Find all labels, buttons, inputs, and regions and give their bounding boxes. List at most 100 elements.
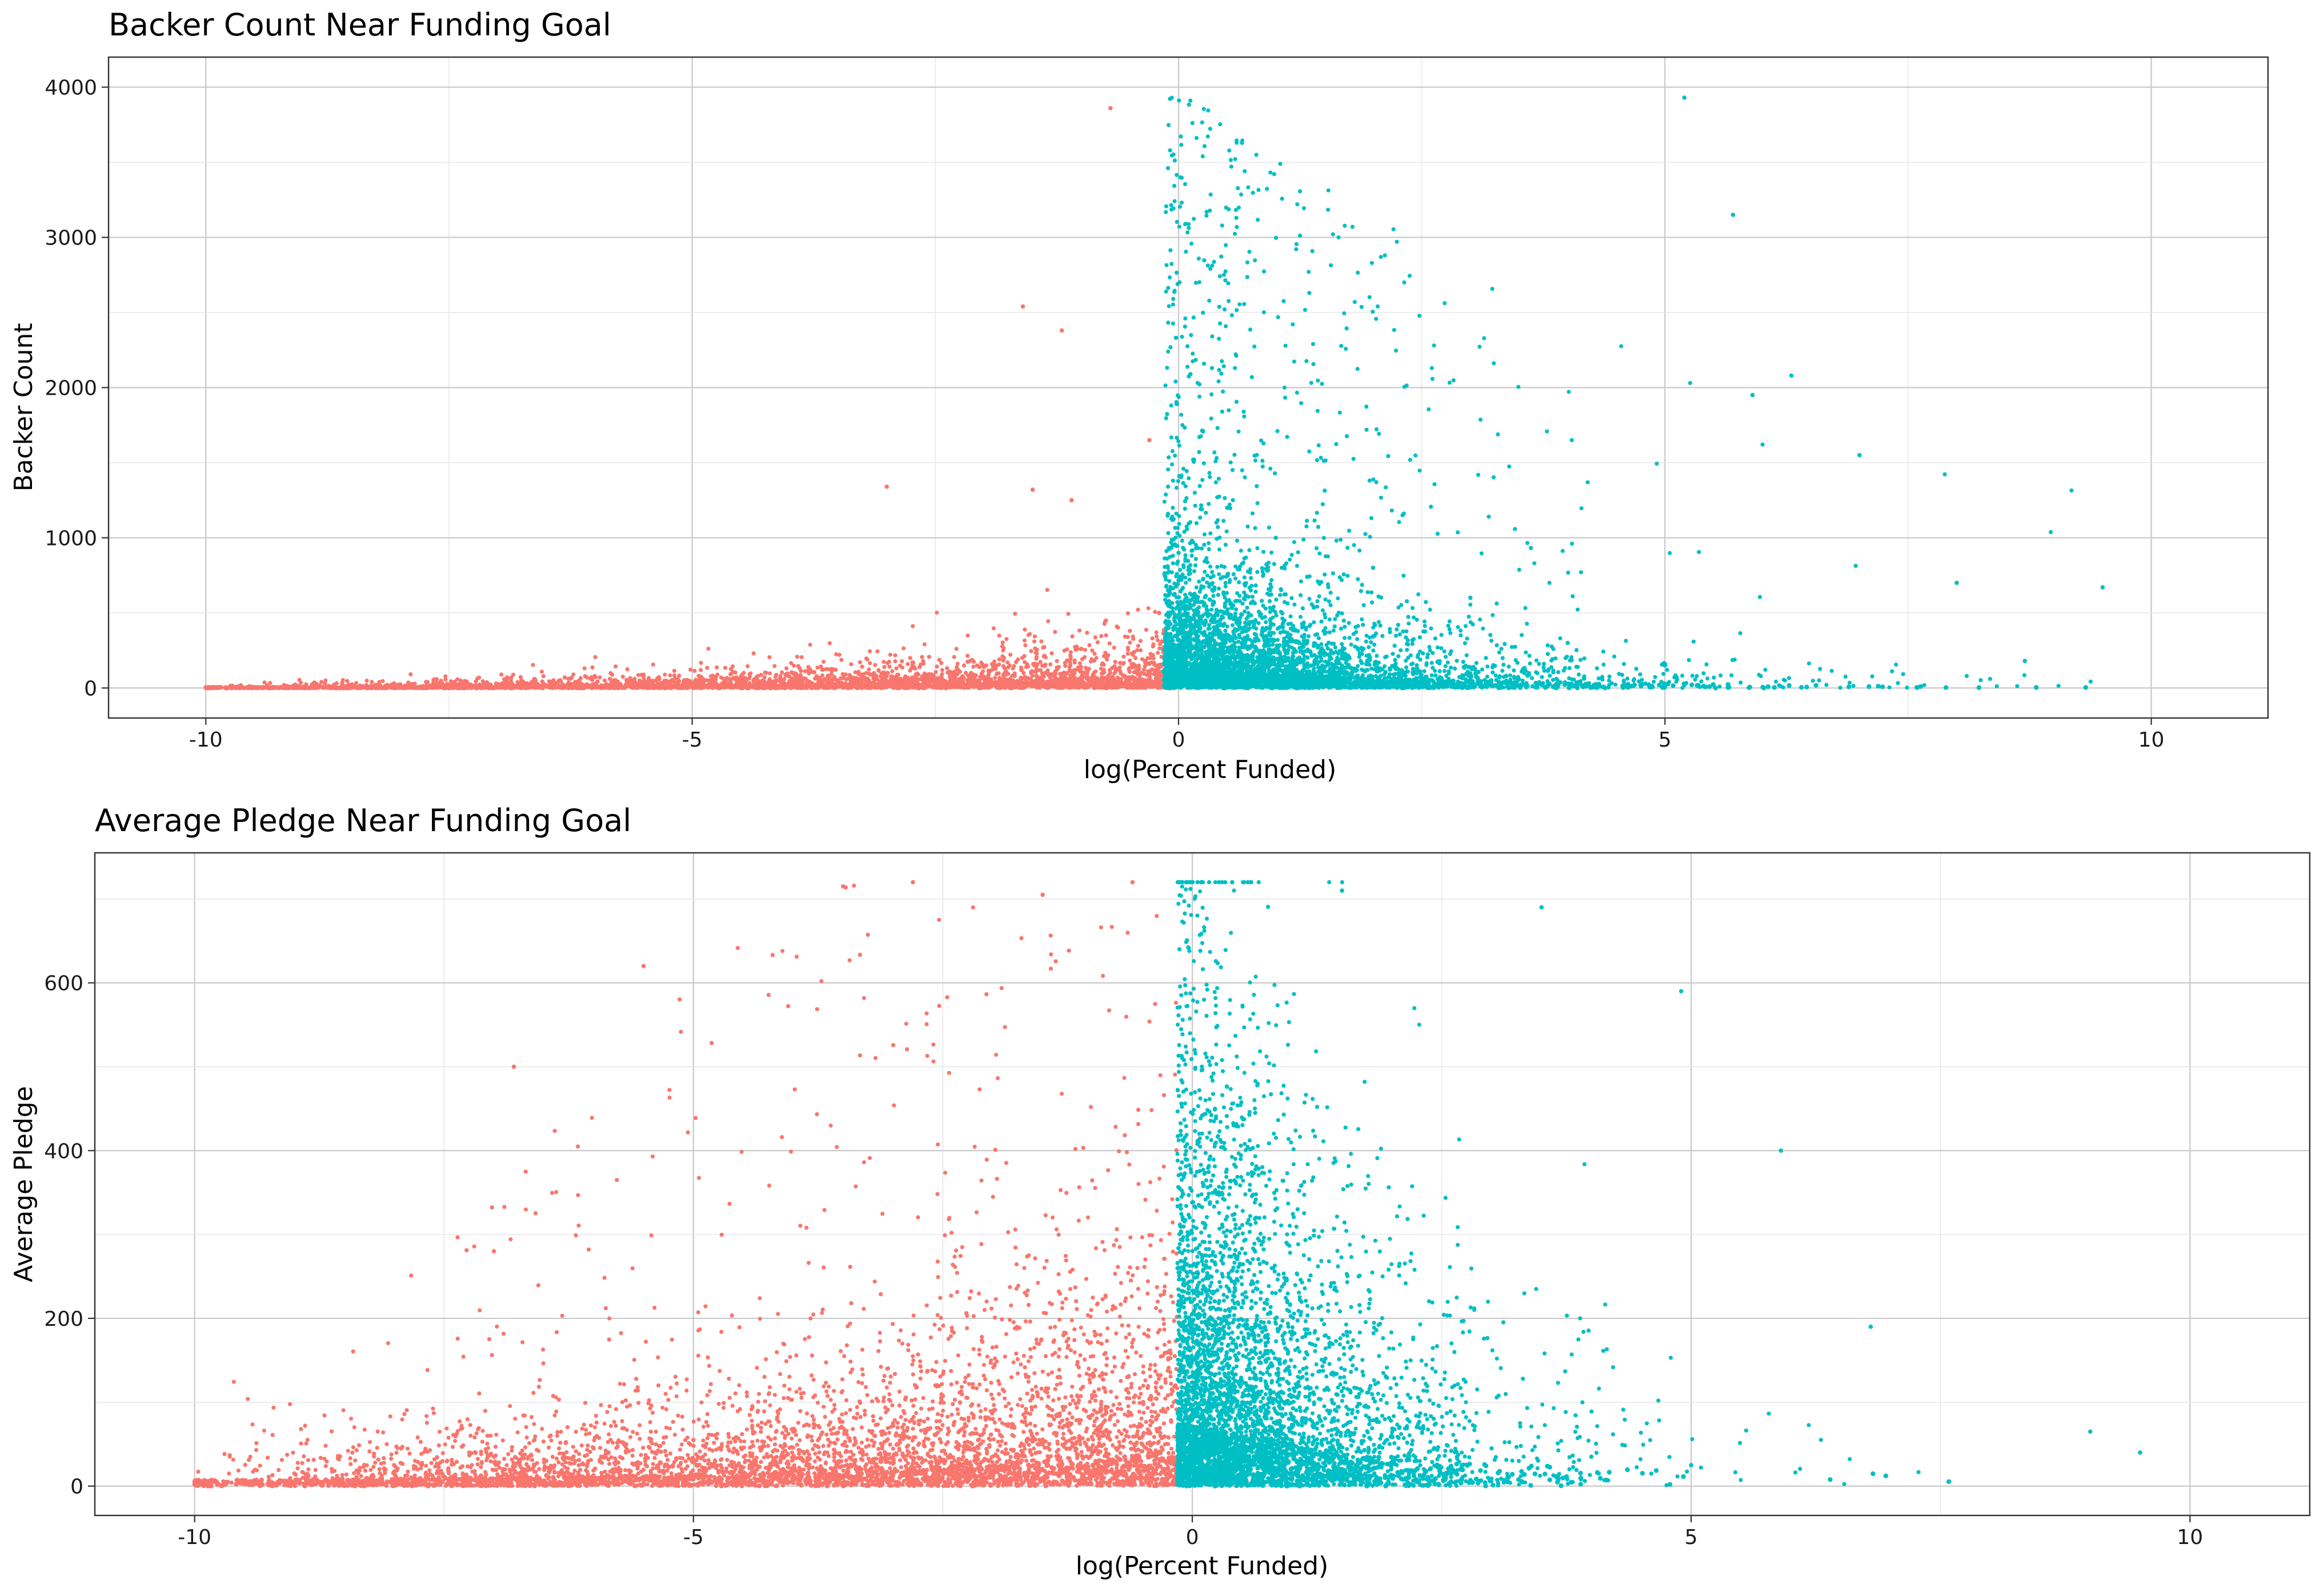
point-failed: [1011, 666, 1015, 671]
point-failed: [1104, 656, 1109, 661]
point-failed: [551, 678, 556, 683]
point-failed: [875, 649, 880, 653]
point-funded: [1191, 315, 1196, 320]
point-failed: [1029, 649, 1033, 653]
point-funded: [1401, 629, 1405, 633]
point-failed: [789, 661, 794, 665]
point-failed: [338, 685, 343, 690]
point-failed: [997, 633, 1001, 638]
point-failed: [1082, 655, 1087, 660]
point-failed: [1030, 487, 1035, 492]
point-failed: [1056, 665, 1061, 669]
point-funded: [1298, 615, 1303, 619]
point-failed: [793, 684, 798, 690]
point-funded: [1177, 522, 1181, 526]
point-failed: [580, 685, 585, 691]
point-failed: [1075, 644, 1079, 649]
point-failed: [911, 675, 915, 680]
point-funded: [1691, 639, 1696, 644]
point-failed: [882, 665, 887, 669]
point-failed: [571, 672, 576, 677]
point-failed: [762, 685, 768, 691]
point-failed: [1032, 634, 1037, 639]
point-funded: [1250, 511, 1255, 516]
point-failed: [370, 680, 374, 684]
point-failed: [1066, 612, 1071, 616]
point-failed: [541, 674, 546, 679]
point-failed: [594, 675, 598, 680]
point-failed: [1032, 669, 1037, 674]
point-failed: [613, 678, 618, 683]
point-failed: [476, 675, 482, 680]
point-failed: [997, 681, 1003, 686]
point-failed: [228, 685, 234, 691]
point-failed: [894, 666, 899, 671]
point-failed: [923, 677, 927, 681]
point-failed: [1133, 676, 1137, 680]
point-failed: [844, 683, 849, 688]
point-failed: [933, 669, 938, 674]
point-funded: [1392, 328, 1396, 332]
point-failed: [920, 655, 924, 659]
point-funded: [1367, 645, 1371, 649]
point-failed: [432, 677, 436, 681]
point-funded: [1172, 183, 1177, 188]
point-failed: [903, 679, 908, 683]
point-failed: [300, 684, 306, 689]
point-funded: [1405, 648, 1409, 652]
point-funded: [1233, 231, 1237, 236]
point-failed: [913, 666, 917, 671]
point-failed: [935, 610, 939, 615]
point-funded: [1410, 641, 1415, 646]
point-failed: [783, 672, 788, 677]
point-failed: [826, 685, 831, 690]
point-failed: [888, 652, 892, 657]
point-failed: [323, 681, 327, 685]
point-failed: [868, 661, 872, 665]
point-failed: [1157, 646, 1162, 651]
point-failed: [768, 671, 772, 676]
point-funded: [1367, 295, 1372, 299]
point-funded: [1239, 612, 1244, 616]
point-funded: [1237, 302, 1242, 307]
point-funded: [1371, 310, 1375, 314]
point-failed: [755, 678, 760, 683]
point-funded: [1249, 375, 1254, 379]
point-failed: [1065, 671, 1069, 675]
point-funded: [1175, 173, 1179, 177]
point-failed: [908, 656, 912, 660]
point-failed: [1138, 639, 1143, 643]
point-funded: [1184, 580, 1188, 585]
point-funded: [1237, 580, 1241, 584]
point-failed: [1094, 681, 1099, 687]
point-funded: [1181, 586, 1185, 590]
point-failed: [1131, 634, 1135, 639]
point-funded: [1453, 666, 1457, 671]
point-funded: [1253, 583, 1258, 588]
scatter-points: [203, 95, 2105, 691]
point-failed: [779, 670, 784, 675]
point-failed: [326, 685, 331, 690]
point-funded: [1168, 148, 1172, 153]
point-failed: [699, 660, 703, 665]
point-funded: [1294, 247, 1299, 251]
point-failed: [702, 677, 706, 682]
point-funded: [1207, 502, 1211, 506]
point-failed: [1081, 670, 1086, 675]
point-failed: [651, 662, 655, 667]
point-funded: [1402, 280, 1407, 284]
point-failed: [856, 684, 862, 689]
point-failed: [911, 624, 915, 628]
point-failed: [1144, 683, 1149, 688]
point-failed: [769, 683, 775, 688]
point-failed: [803, 669, 807, 673]
point-failed: [499, 672, 504, 677]
point-funded: [1227, 299, 1231, 303]
point-funded: [1217, 572, 1221, 576]
point-failed: [795, 655, 799, 659]
point-failed: [1143, 664, 1147, 668]
point-failed: [1151, 656, 1156, 660]
point-funded: [1194, 585, 1199, 590]
point-failed: [1023, 643, 1028, 648]
point-failed: [1026, 632, 1031, 637]
